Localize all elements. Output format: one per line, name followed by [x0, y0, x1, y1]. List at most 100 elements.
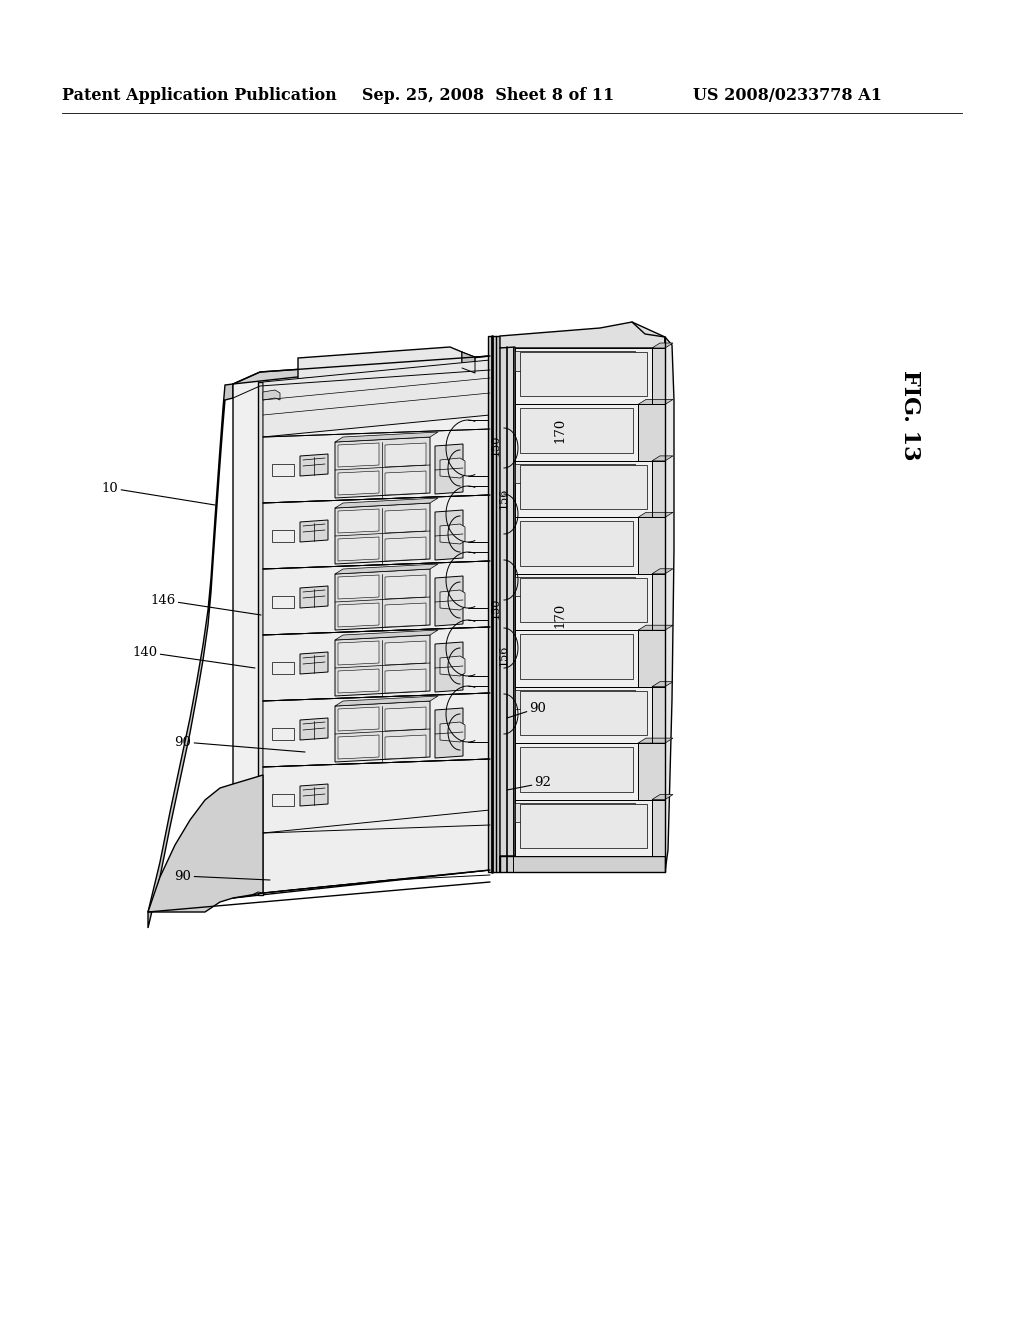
Polygon shape [500, 322, 665, 348]
Polygon shape [435, 642, 463, 692]
Polygon shape [263, 693, 490, 767]
Polygon shape [652, 795, 673, 800]
Polygon shape [652, 348, 665, 404]
Text: 156: 156 [499, 644, 509, 665]
Polygon shape [335, 701, 430, 762]
Polygon shape [520, 747, 633, 792]
Polygon shape [440, 722, 465, 742]
Polygon shape [515, 351, 635, 371]
Polygon shape [440, 656, 465, 676]
Polygon shape [263, 495, 490, 569]
Polygon shape [652, 455, 673, 461]
Polygon shape [385, 471, 426, 495]
Polygon shape [233, 356, 490, 898]
Polygon shape [515, 463, 635, 483]
Text: 10: 10 [101, 482, 215, 506]
Text: 90: 90 [174, 735, 305, 752]
Polygon shape [338, 642, 379, 665]
Polygon shape [440, 524, 465, 544]
Polygon shape [652, 574, 665, 630]
Polygon shape [148, 775, 263, 912]
Polygon shape [652, 686, 665, 743]
Polygon shape [638, 630, 665, 686]
Polygon shape [335, 432, 438, 442]
Polygon shape [515, 803, 635, 822]
Text: 150: 150 [490, 434, 501, 455]
Polygon shape [263, 810, 490, 894]
Polygon shape [338, 576, 379, 599]
Polygon shape [263, 429, 490, 503]
Polygon shape [338, 603, 379, 627]
Polygon shape [385, 708, 426, 731]
Polygon shape [638, 404, 665, 461]
Polygon shape [488, 337, 500, 873]
Polygon shape [338, 669, 379, 693]
Text: 170: 170 [554, 417, 566, 442]
Polygon shape [515, 743, 638, 800]
Polygon shape [500, 855, 665, 873]
Polygon shape [520, 634, 633, 678]
Polygon shape [515, 461, 652, 517]
Polygon shape [263, 360, 490, 437]
Polygon shape [335, 437, 430, 498]
Polygon shape [385, 603, 426, 627]
Polygon shape [338, 471, 379, 495]
Polygon shape [233, 356, 490, 399]
Polygon shape [300, 652, 328, 675]
Polygon shape [335, 630, 438, 640]
Text: 146: 146 [151, 594, 261, 615]
Polygon shape [385, 510, 426, 533]
Polygon shape [652, 800, 665, 855]
Text: 156: 156 [499, 487, 509, 508]
Polygon shape [385, 669, 426, 693]
Polygon shape [338, 735, 379, 759]
Polygon shape [385, 735, 426, 759]
Text: Sep. 25, 2008  Sheet 8 of 11: Sep. 25, 2008 Sheet 8 of 11 [362, 87, 614, 103]
Polygon shape [335, 503, 430, 564]
Polygon shape [385, 576, 426, 599]
Polygon shape [335, 564, 438, 574]
Polygon shape [263, 627, 490, 701]
Polygon shape [300, 784, 328, 807]
Text: 90: 90 [174, 870, 270, 883]
Polygon shape [515, 348, 652, 404]
Polygon shape [300, 586, 328, 609]
Polygon shape [440, 458, 465, 478]
Polygon shape [385, 537, 426, 561]
Text: US 2008/0233778 A1: US 2008/0233778 A1 [693, 87, 882, 103]
Text: Patent Application Publication: Patent Application Publication [62, 87, 337, 103]
Polygon shape [515, 574, 652, 630]
Polygon shape [300, 520, 328, 543]
Polygon shape [335, 696, 438, 706]
Polygon shape [338, 510, 379, 533]
Polygon shape [263, 561, 490, 635]
Polygon shape [338, 537, 379, 561]
Polygon shape [338, 444, 379, 467]
Text: FIG. 13: FIG. 13 [899, 370, 921, 461]
Polygon shape [500, 347, 515, 873]
Polygon shape [148, 384, 233, 928]
Polygon shape [520, 690, 647, 735]
Polygon shape [520, 578, 647, 622]
Polygon shape [515, 689, 635, 709]
Polygon shape [515, 686, 652, 743]
Polygon shape [515, 517, 638, 574]
Polygon shape [652, 569, 673, 574]
Polygon shape [338, 708, 379, 731]
Polygon shape [435, 576, 463, 626]
Polygon shape [515, 800, 652, 855]
Text: 92: 92 [507, 776, 552, 789]
Polygon shape [638, 743, 665, 800]
Polygon shape [500, 337, 674, 873]
Polygon shape [440, 590, 465, 610]
Polygon shape [258, 381, 263, 895]
Text: 90: 90 [507, 701, 547, 718]
Polygon shape [638, 512, 673, 517]
Polygon shape [515, 630, 638, 686]
Polygon shape [638, 738, 673, 743]
Polygon shape [385, 642, 426, 665]
Polygon shape [520, 804, 647, 847]
Polygon shape [263, 759, 490, 833]
Polygon shape [520, 352, 647, 396]
Polygon shape [652, 461, 665, 517]
